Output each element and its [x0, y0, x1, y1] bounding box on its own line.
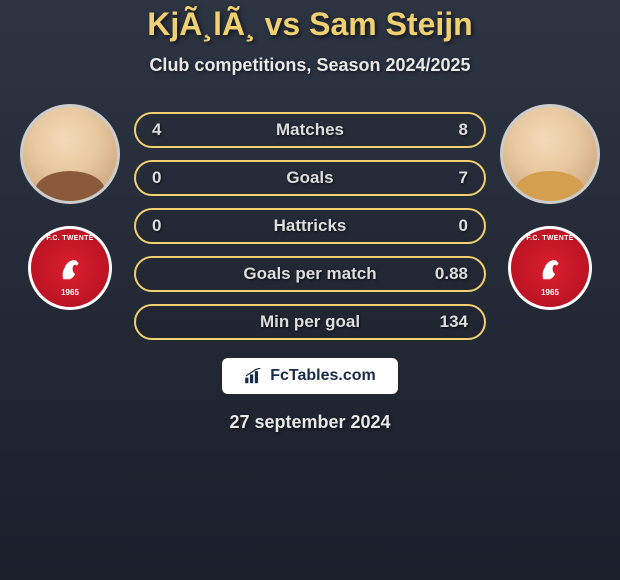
- chart-icon: [244, 368, 264, 384]
- fctables-logo[interactable]: FcTables.com: [222, 358, 398, 394]
- player-avatar-left: [20, 104, 120, 204]
- stat-label: Matches: [276, 120, 344, 140]
- stat-value-left: 0: [152, 168, 192, 188]
- stat-value-left: 4: [152, 120, 192, 140]
- stat-value-left: 0: [152, 216, 192, 236]
- club-name-left: F.C. TWENTE: [46, 235, 93, 242]
- stat-row: Min per goal 134: [134, 304, 486, 340]
- footer-logo-row: FcTables.com: [10, 358, 610, 394]
- stat-row: Goals per match 0.88: [134, 256, 486, 292]
- stat-row: 4 Matches 8: [134, 112, 486, 148]
- club-logo-right: F.C. TWENTE 1965: [508, 226, 592, 310]
- horse-icon: [53, 252, 87, 286]
- stat-value-right: 7: [428, 168, 468, 188]
- main-content: F.C. TWENTE 1965 4 Matches 8 0 Goals 7 0 Hattri…: [10, 104, 610, 340]
- player-avatar-right: [500, 104, 600, 204]
- stat-value-right: 134: [428, 312, 468, 332]
- club-name-right: F.C. TWENTE: [526, 235, 573, 242]
- right-column: F.C. TWENTE 1965: [490, 104, 610, 310]
- stat-row: 0 Hattricks 0: [134, 208, 486, 244]
- stat-value-right: 0: [428, 216, 468, 236]
- club-year-left: 1965: [61, 288, 79, 297]
- club-logo-left: F.C. TWENTE 1965: [28, 226, 112, 310]
- club-year-right: 1965: [541, 288, 559, 297]
- stat-value-right: 8: [428, 120, 468, 140]
- stat-row: 0 Goals 7: [134, 160, 486, 196]
- stat-label: Hattricks: [274, 216, 347, 236]
- page-title: KjÃ¸lÃ¸ vs Sam Steijn: [10, 6, 610, 43]
- stat-label: Goals per match: [243, 264, 376, 284]
- subtitle: Club competitions, Season 2024/2025: [10, 55, 610, 76]
- stat-label: Min per goal: [260, 312, 360, 332]
- stat-value-right: 0.88: [428, 264, 468, 284]
- left-column: F.C. TWENTE 1965: [10, 104, 130, 310]
- date-text: 27 september 2024: [10, 412, 610, 433]
- horse-icon: [533, 252, 567, 286]
- stat-label: Goals: [286, 168, 333, 188]
- logo-text: FcTables.com: [270, 367, 376, 385]
- stats-column: 4 Matches 8 0 Goals 7 0 Hattricks 0 Goals per mat…: [130, 104, 490, 340]
